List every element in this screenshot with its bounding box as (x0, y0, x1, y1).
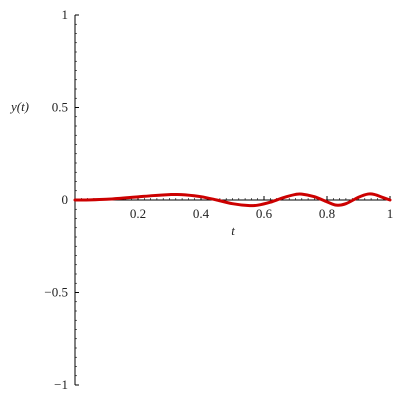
y-ticks: 1 0.5 0 −0.5 −1 (44, 7, 79, 392)
y-tick-label: −0.5 (44, 285, 68, 300)
series-line-y-of-t (73, 192, 392, 208)
x-tick-label: 0.6 (256, 206, 273, 221)
x-tick-label: 0.2 (130, 206, 146, 221)
x-axis-title: t (231, 223, 235, 238)
y-tick-label: 0.5 (52, 100, 68, 115)
x-tick-label: 0.4 (193, 206, 210, 221)
x-tick-label: 0.8 (319, 206, 335, 221)
x-tick-label: 1 (387, 206, 394, 221)
x-ticks: 0.2 0.4 0.6 0.8 1 (130, 196, 393, 221)
y-axis-title: y(t) (9, 99, 29, 114)
y-tick-label: −1 (54, 377, 68, 392)
y-tick-label: 0 (62, 192, 69, 207)
series-layer (73, 192, 392, 208)
y-tick-label: 1 (62, 7, 69, 22)
